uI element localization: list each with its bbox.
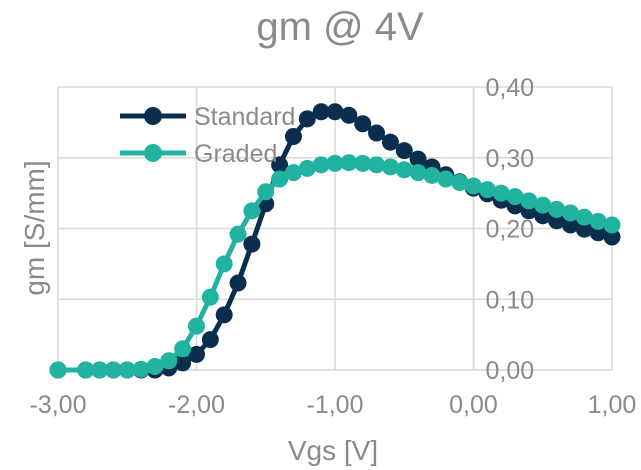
data-point-graded	[174, 340, 192, 358]
data-point-graded	[451, 174, 469, 192]
data-point-graded	[229, 225, 247, 243]
data-point-graded	[354, 154, 372, 172]
data-point-standard	[215, 306, 233, 324]
y-tick-label: 0,10	[486, 286, 535, 314]
series-layer	[49, 103, 621, 379]
data-point-graded	[118, 361, 136, 379]
data-point-standard	[298, 110, 316, 128]
data-point-graded	[575, 208, 593, 226]
y-axis-title: gm [S/mm]	[19, 160, 50, 295]
data-point-standard	[603, 228, 621, 246]
data-point-graded	[146, 357, 164, 375]
data-point-graded	[77, 361, 95, 379]
data-point-graded	[49, 361, 67, 379]
data-point-graded	[381, 158, 399, 176]
data-point-standard	[575, 220, 593, 238]
data-point-graded	[506, 188, 524, 206]
legend-label-standard: Standard	[194, 103, 295, 131]
data-point-graded	[465, 177, 482, 195]
data-point-graded	[561, 204, 579, 222]
data-point-standard	[243, 235, 261, 253]
data-point-standard	[284, 128, 302, 146]
data-point-graded	[257, 183, 275, 201]
data-point-standard	[312, 103, 330, 121]
data-point-standard	[271, 156, 289, 174]
data-point-graded	[215, 255, 233, 273]
data-point-standard	[561, 216, 579, 234]
y-tick-label: 0,30	[486, 145, 535, 173]
data-point-standard	[188, 345, 205, 363]
data-point-standard	[381, 133, 399, 151]
legend-item-standard: Standard	[120, 103, 295, 131]
data-point-graded	[326, 154, 344, 172]
data-point-graded	[395, 161, 413, 179]
y-tick-label: 0,20	[486, 216, 535, 244]
data-point-graded	[368, 156, 386, 174]
legend-marker-graded	[144, 144, 162, 162]
data-point-standard	[201, 331, 219, 349]
data-point-standard	[368, 124, 386, 142]
data-point-graded	[603, 216, 621, 234]
legend: Standard Graded	[120, 103, 295, 168]
data-point-standard	[409, 150, 427, 168]
data-point-graded	[91, 361, 109, 379]
data-point-standard	[395, 142, 413, 160]
data-point-graded	[437, 170, 455, 188]
tick-labels: -3,00 -2,00 -1,00 0,00 1,00 0,00 0,10 0,20 0,30 0…	[30, 74, 637, 419]
data-point-graded	[284, 164, 302, 182]
legend-item-graded: Graded	[120, 140, 277, 168]
x-axis-title: Vgs [V]	[288, 435, 378, 466]
legend-marker-standard	[144, 107, 162, 125]
data-point-graded	[340, 154, 358, 172]
data-point-graded	[534, 196, 552, 214]
chart-title: gm @ 4V	[256, 5, 424, 49]
data-point-graded	[160, 352, 178, 370]
data-point-graded	[243, 202, 261, 220]
data-point-graded	[298, 159, 316, 177]
y-tick-label: 0,40	[486, 74, 535, 102]
data-point-graded	[423, 166, 441, 184]
legend-label-graded: Graded	[194, 140, 277, 168]
data-point-graded	[548, 200, 566, 218]
data-point-graded	[312, 156, 330, 174]
data-point-standard	[174, 354, 192, 372]
x-tick-label: -2,00	[168, 391, 225, 419]
data-point-graded	[188, 317, 205, 335]
y-tick-label: 0,00	[486, 357, 535, 385]
x-tick-label: 0,00	[449, 391, 498, 419]
data-point-graded	[104, 361, 122, 379]
data-point-graded	[132, 360, 150, 378]
x-tick-label: 1,00	[588, 391, 637, 419]
data-point-graded	[520, 192, 538, 210]
data-point-graded	[409, 164, 427, 182]
x-tick-label: -3,00	[30, 391, 87, 419]
data-point-graded	[589, 212, 607, 230]
data-point-standard	[354, 115, 372, 133]
data-point-standard	[229, 274, 247, 292]
data-point-graded	[492, 184, 510, 202]
data-point-standard	[340, 106, 358, 124]
data-point-graded	[478, 181, 496, 199]
data-point-graded	[271, 170, 289, 188]
data-point-standard	[326, 103, 344, 121]
data-point-graded	[201, 288, 219, 306]
x-tick-label: -1,00	[307, 391, 364, 419]
